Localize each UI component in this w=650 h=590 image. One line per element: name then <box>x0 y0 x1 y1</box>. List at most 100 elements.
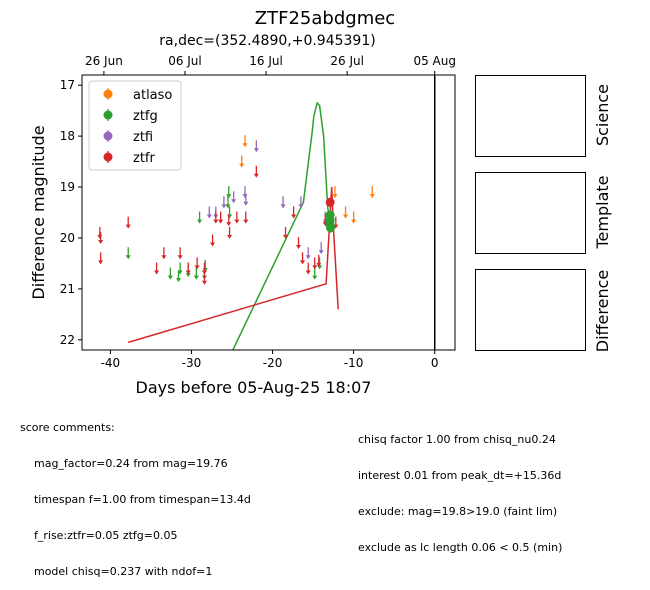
legend: atlaso ztfg ztfi ztfr <box>88 80 182 171</box>
ztfi-upper-limit <box>318 242 324 255</box>
atlaso-upper-limit <box>332 186 338 199</box>
top-tick-label: 26 Jun <box>85 54 123 68</box>
ztfi-upper-limit <box>298 196 304 209</box>
ztfr-upper-limit <box>227 226 233 239</box>
limit-arrowhead <box>316 262 322 267</box>
legend-box <box>88 80 182 171</box>
difference-panel-label: Difference <box>593 269 612 353</box>
limit-arrowhead <box>185 273 191 278</box>
limit-arrowhead <box>194 265 200 270</box>
template-panel-label: Template <box>593 175 612 249</box>
legend-marker <box>103 89 113 99</box>
ztfr-upper-limit <box>98 252 104 265</box>
limit-arrowhead <box>221 204 227 209</box>
ztfr-upper-limit <box>226 214 232 227</box>
limit-arrowhead <box>317 265 323 270</box>
limit-arrowhead <box>213 219 219 224</box>
data-point <box>325 197 335 207</box>
ztfi-upper-limit <box>242 186 248 199</box>
limit-arrowhead <box>300 260 306 265</box>
limit-arrowhead <box>206 214 212 219</box>
limit-arrowhead <box>298 204 304 209</box>
ztfr-upper-limit <box>296 237 302 250</box>
ztfr-upper-limit <box>243 211 249 224</box>
ztfr-upper-limit <box>283 226 289 239</box>
top-tick-label: 16 Jul <box>249 54 283 68</box>
x-tick-label: -40 <box>101 356 121 370</box>
limit-arrowhead <box>226 194 232 199</box>
plot-frame <box>81 74 456 351</box>
science-panel <box>475 75 586 157</box>
limit-arrowhead <box>234 219 240 224</box>
limit-arrowhead <box>98 260 104 265</box>
limit-arrowhead <box>175 278 181 283</box>
ztfi-upper-limit <box>243 193 249 206</box>
comment-line: exclude as lc length 0.06 < 0.5 (min) <box>358 541 563 554</box>
ztfg-upper-limit <box>225 196 231 209</box>
ztfr-upper-limit <box>210 234 216 247</box>
limit-arrowhead <box>201 270 207 275</box>
limit-arrowhead <box>161 255 167 260</box>
ztfr-upper-limit <box>312 257 318 270</box>
atlaso-upper-limit <box>369 186 375 199</box>
y-tick-label: 21 <box>60 282 75 296</box>
template-panel <box>475 172 586 254</box>
y-tick-label: 17 <box>60 78 75 92</box>
comment-line: exclude: mag=19.8>19.0 (faint lim) <box>358 505 558 518</box>
atlaso-upper-limit <box>242 135 248 148</box>
legend-item-ztfg: ztfg <box>103 109 158 124</box>
legend-item-ztfr: ztfr <box>103 151 155 166</box>
x-axis-label: Days before 05-Aug-25 18:07 <box>136 378 372 397</box>
ztfg-upper-limit <box>197 211 203 224</box>
ztfg-upper-limit <box>227 206 233 219</box>
limit-arrowhead <box>318 250 324 255</box>
limit-arrowhead <box>369 194 375 199</box>
x-tick-label: -30 <box>182 356 202 370</box>
science-panel-label: Science <box>593 83 612 147</box>
data-point <box>326 223 336 233</box>
ztfi-upper-limit <box>206 206 212 219</box>
limit-arrowhead <box>343 214 349 219</box>
ztfg-upper-limit <box>167 267 173 280</box>
ztfr-upper-limit <box>234 211 240 224</box>
legend-label: atlaso <box>133 88 172 103</box>
plot-data-layer <box>97 75 436 350</box>
top-tick-label: 26 Jul <box>330 54 364 68</box>
comment-line: interest 0.01 from peak_dt=+15.36d <box>358 469 562 482</box>
limit-arrowhead <box>283 234 289 239</box>
limit-arrowhead <box>243 201 249 206</box>
legend-label: ztfr <box>133 151 155 166</box>
limit-arrowhead <box>125 224 131 229</box>
ztfr-upper-limit <box>291 206 297 219</box>
y-axis-label: Difference magnitude <box>29 125 48 299</box>
limit-arrowhead <box>253 148 259 153</box>
limit-arrowhead <box>227 234 233 239</box>
ztfr-upper-limit <box>218 211 224 224</box>
ztfr-upper-limit <box>98 231 104 244</box>
legend-label: ztfg <box>133 109 158 124</box>
ztfi-upper-limit <box>221 196 227 209</box>
legend-marker <box>103 110 113 120</box>
limit-arrowhead <box>197 219 203 224</box>
ztfr-upper-limit <box>154 262 160 275</box>
limit-arrowhead <box>98 239 104 244</box>
ztfg-upper-limit <box>202 259 208 272</box>
limit-arrowhead <box>305 255 311 260</box>
legend-item-atlaso: atlaso <box>103 88 172 103</box>
limit-arrowhead <box>167 275 173 280</box>
atlaso-upper-limit <box>239 155 245 168</box>
ztfg-upper-limit <box>125 247 131 260</box>
ztfg-model-line <box>232 101 330 350</box>
limit-arrowhead <box>253 173 259 178</box>
ztfg-upper-limit <box>226 186 232 199</box>
ztfg-upper-limit <box>193 267 199 280</box>
limit-arrowhead <box>225 204 231 209</box>
legend-marker <box>103 152 113 162</box>
comment-line: chisq factor 1.00 from chisq_nu0.24 <box>358 433 556 446</box>
ztfr-upper-limit <box>305 262 311 275</box>
limit-arrowhead <box>231 199 237 204</box>
limit-arrowhead <box>177 270 183 275</box>
chart-subtitle: ra,dec=(352.4890,+0.945391) <box>159 33 376 49</box>
comment-line: score comments: <box>20 421 115 434</box>
comment-line: f_rise:ztfr=0.05 ztfg=0.05 <box>20 529 178 542</box>
